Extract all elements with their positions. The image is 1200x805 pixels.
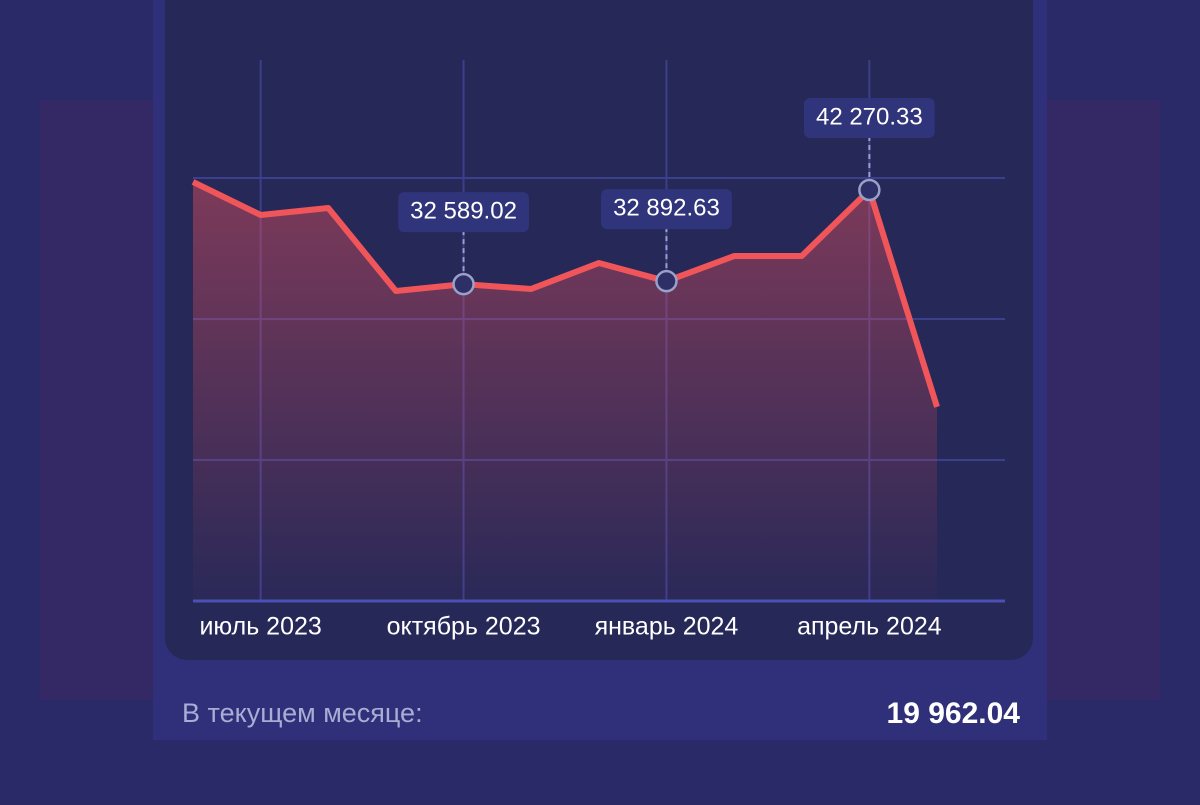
data-label: 32 589.02 <box>410 197 517 224</box>
data-label: 42 270.33 <box>816 103 923 130</box>
x-tick-label: июль 2023 <box>199 613 321 641</box>
plot: 32 589.02 32 892.63 42 270.33 <box>191 97 940 601</box>
x-tick-label: январь 2024 <box>595 613 739 641</box>
area <box>193 181 937 601</box>
data-label: 32 892.63 <box>613 195 720 222</box>
point <box>452 272 475 296</box>
blurred-side <box>40 100 153 700</box>
line <box>191 179 940 408</box>
label-box <box>601 189 732 230</box>
label-box <box>803 97 935 138</box>
summary-value: 19 962.04 <box>887 697 1021 730</box>
label-box <box>398 192 529 233</box>
x-tick-label: апрель 2024 <box>797 613 942 641</box>
blurred-side <box>1047 100 1160 700</box>
point <box>858 178 881 202</box>
x-tick-label: октябрь 2023 <box>387 613 541 641</box>
point <box>655 269 678 293</box>
summary-label: В текущем месяце: <box>182 698 423 728</box>
